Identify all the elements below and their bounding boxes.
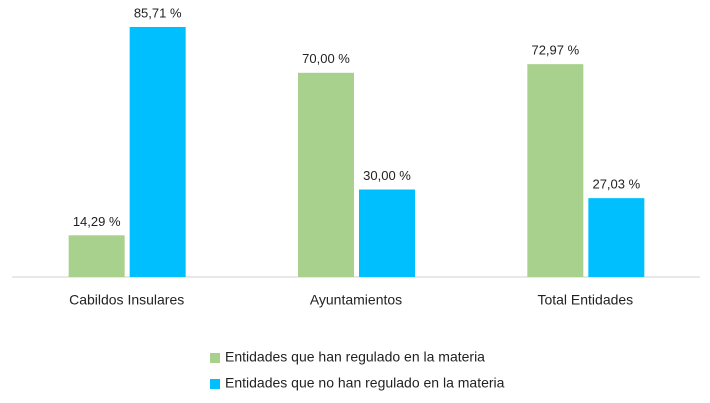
value-label: 85,71 % (134, 5, 182, 20)
value-label: 14,29 % (73, 214, 121, 229)
bar (298, 72, 354, 277)
bar (588, 198, 645, 277)
legend-label: Entidades que no han regulado en la mate… (225, 375, 505, 391)
bar (129, 26, 186, 277)
legend-swatch (210, 379, 220, 389)
bar (527, 64, 584, 277)
value-label: 72,97 % (531, 43, 579, 58)
legend-swatch (210, 353, 220, 363)
legend-label: Entidades que han regulado en la materia (225, 349, 485, 365)
x-tick-label: Cabildos Insulares (69, 292, 184, 308)
value-label: 30,00 % (363, 168, 411, 183)
value-label: 27,03 % (592, 177, 640, 192)
x-tick-label: Total Entidades (537, 292, 633, 308)
value-label: 70,00 % (302, 51, 350, 66)
bar (359, 189, 415, 277)
x-tick-label: Ayuntamientos (310, 292, 402, 308)
bar (68, 235, 125, 277)
